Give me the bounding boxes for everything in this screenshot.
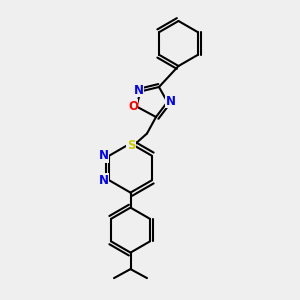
- Text: O: O: [128, 100, 138, 113]
- Text: S: S: [127, 139, 135, 152]
- Text: N: N: [165, 95, 176, 108]
- Text: N: N: [134, 83, 144, 97]
- Text: N: N: [99, 174, 109, 187]
- Text: N: N: [99, 149, 109, 162]
